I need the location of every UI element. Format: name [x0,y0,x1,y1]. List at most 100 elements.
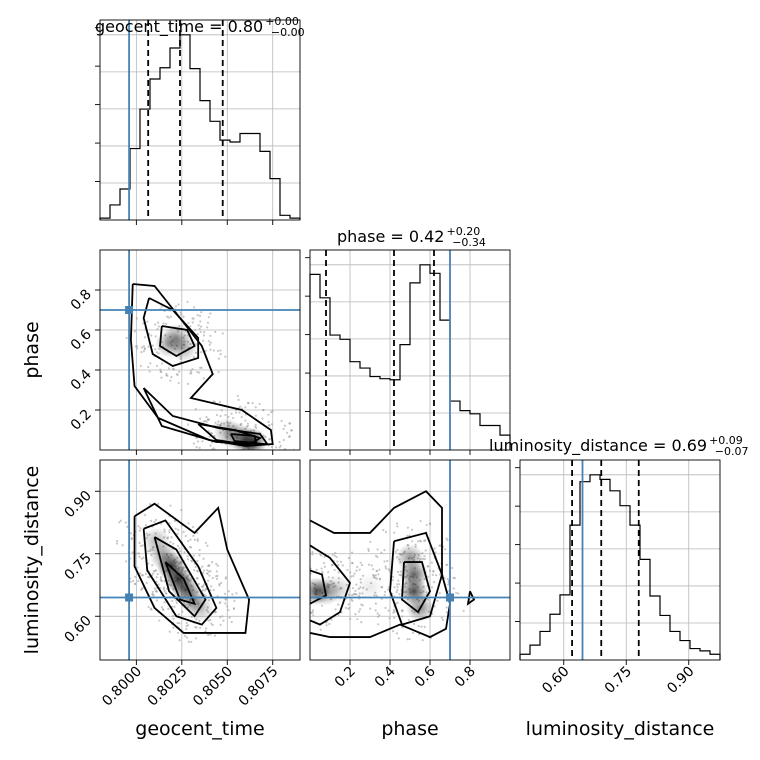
sample-point [380,551,383,554]
sample-point [384,565,387,568]
sample-point [143,347,146,351]
sample-point [383,560,386,563]
sample-point [198,314,202,317]
sample-point [395,632,399,635]
sample-point [189,325,192,328]
sample-point [367,547,370,551]
sample-point [303,609,305,611]
sample-point [211,577,214,580]
sample-point [315,568,318,572]
sample-point [374,602,378,605]
sample-point [187,423,190,426]
sample-point [321,570,324,573]
sample-point [176,373,179,376]
sample-point [351,587,355,590]
sample-point [190,370,193,373]
sample-point [334,551,337,554]
sample-point [133,330,136,333]
sample-point [194,328,197,332]
sample-point [384,590,387,593]
sample-point [360,603,363,606]
sample-point [395,522,399,525]
sample-point [172,626,175,629]
sample-point [202,557,205,560]
sample-point [138,555,141,558]
sample-point [215,562,218,566]
sample-point [323,555,326,558]
sample-point [202,377,206,380]
contour-line [142,297,200,367]
sample-point [452,576,455,580]
sample-point [183,634,187,638]
sample-point [307,566,309,568]
sample-point [208,343,211,346]
sample-point [331,553,334,556]
sample-point [222,619,225,622]
sample-point [256,461,258,463]
sample-point [216,564,219,567]
sample-point [202,571,205,575]
sample-point [217,370,220,373]
sample-point [337,571,340,574]
sample-point [396,588,399,592]
sample-point [289,422,292,425]
contour-line [133,502,251,634]
sample-point [283,589,285,591]
sample-point [168,529,171,532]
sample-point [248,465,250,467]
histogram-phase [309,264,511,450]
sample-point [215,575,218,578]
sample-point [325,624,328,627]
sample-point [254,414,257,417]
sample-point [196,370,199,374]
histogram-luminosity_distance [519,474,721,660]
sample-point [249,472,251,474]
sample-point [174,527,177,530]
sample-point [189,538,192,541]
sample-point [198,417,202,420]
sample-point [305,567,307,569]
sample-point [370,564,373,567]
sample-point [304,594,306,596]
sample-point [202,584,205,587]
sample-point [206,569,209,572]
sample-point [268,463,270,465]
hist-panel-phase [309,249,511,451]
sample-point [213,464,215,466]
ytick-label-phase: 0.6 [68,326,95,353]
sample-point [397,637,400,640]
sample-point [154,348,157,351]
sample-point [351,593,354,597]
sample-point [176,532,179,535]
sample-point [333,568,336,572]
sample-point [138,541,141,544]
sample-point [126,525,129,528]
sample-point [253,472,255,474]
sample-point [432,580,436,584]
sample-point [189,546,193,549]
sample-point [180,508,183,512]
sample-point [184,534,187,538]
sample-point [167,607,170,610]
sample-point [305,605,307,607]
sample-point [406,638,409,641]
sample-point [174,305,177,308]
sample-point [202,334,206,337]
sample-point [377,573,380,576]
sample-point [214,330,217,333]
sample-point [281,467,283,469]
sample-point [129,580,132,583]
sample-point [209,341,212,344]
sample-point [179,311,182,314]
sample-point [247,401,250,404]
sample-point [189,372,192,375]
sample-point [406,534,409,537]
sample-point [185,621,188,625]
sample-point [384,606,387,609]
sample-point [139,527,142,530]
sample-point [282,438,285,442]
sample-point [235,411,238,414]
sample-point [396,548,399,552]
sample-point [153,520,156,523]
